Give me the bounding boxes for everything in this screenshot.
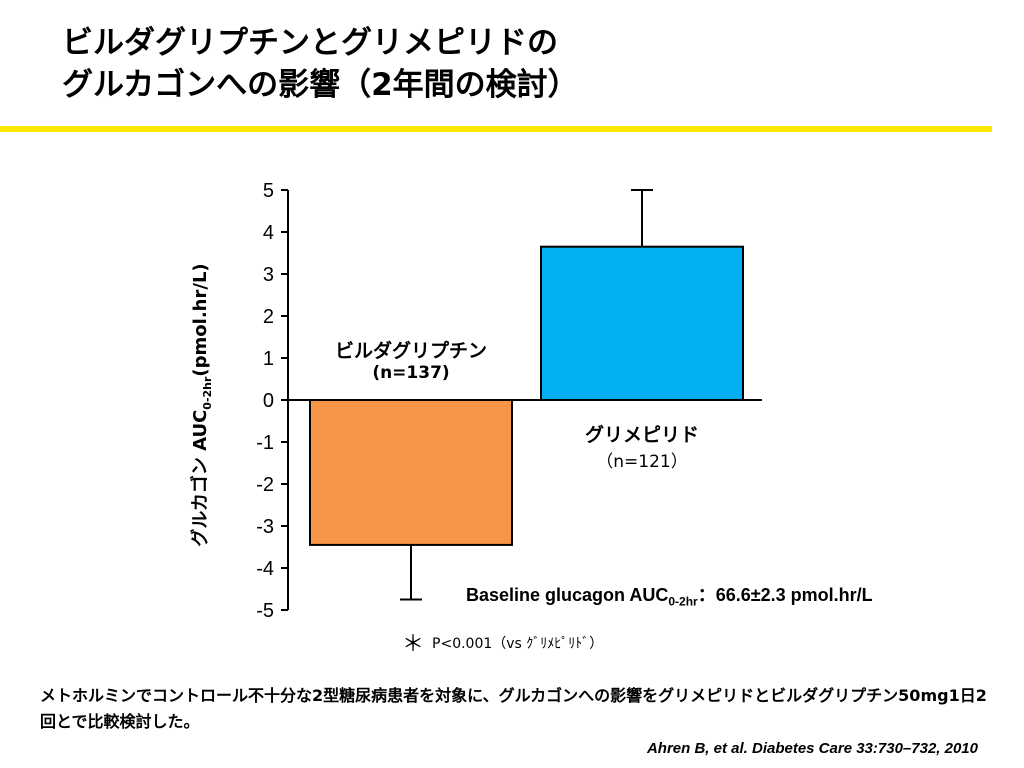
series-n-vildagliptin: (n=137) — [372, 363, 450, 383]
asterisk-icon: ＊ — [402, 632, 425, 657]
y-tick-label: 2 — [263, 306, 274, 328]
slide-title: ビルダグリプチンとグリメピリドの グルカゴンへの影響（2年間の検討） — [62, 22, 579, 106]
title-underline — [0, 126, 992, 132]
citation: Ahren B, et al. Diabetes Care 33:730–732… — [646, 740, 978, 757]
baseline-sub: 0-2hr — [668, 594, 698, 609]
bar-label-glimepiride: グリメピリド （n=121） — [541, 420, 743, 472]
y-tick-label: 0 — [263, 390, 274, 412]
title-line-1: ビルダグリプチンとグリメピリドの — [62, 25, 558, 61]
series-n-glimepiride: （n=121） — [596, 452, 688, 472]
y-tick-label: -4 — [256, 558, 274, 580]
baseline-note: Baseline glucagon AUC0-2hr：66.6±2.3 pmol… — [466, 581, 873, 609]
y-tick-label: 5 — [263, 180, 274, 202]
significance-text: P<0.001（vs ｸﾞﾘﾒﾋﾟﾘﾄﾞ） — [432, 636, 604, 652]
y-axis-label-unit: (pmol.hr/L) — [190, 263, 212, 377]
y-tick-label: 4 — [263, 222, 274, 244]
y-tick-label: -3 — [256, 516, 274, 538]
y-tick-label: 1 — [263, 348, 274, 370]
bar-label-vildagliptin: ビルダグリプチン (n=137) — [310, 336, 512, 383]
y-tick-label: 3 — [263, 264, 274, 286]
title-line-2: グルカゴンへの影響（2年間の検討） — [62, 67, 579, 103]
series-name-glimepiride: グリメピリド — [584, 424, 699, 446]
bar-0 — [309, 399, 513, 546]
y-axis-label-sub: 0-2hr — [200, 376, 214, 410]
bar-1 — [540, 245, 744, 401]
y-tick-label: -5 — [256, 600, 274, 622]
y-axis-label-main: グルカゴン AUC — [190, 409, 212, 547]
baseline-suffix: ：66.6±2.3 pmol.hr/L — [697, 585, 873, 605]
baseline-prefix: Baseline glucagon AUC — [466, 585, 669, 605]
significance-note: ＊ P<0.001（vs ｸﾞﾘﾒﾋﾟﾘﾄﾞ） — [402, 626, 603, 658]
y-tick-label: -1 — [256, 432, 274, 454]
y-tick-label: -2 — [256, 474, 274, 496]
study-description: メトホルミンでコントロール不十分な2型糖尿病患者を対象に、グルカゴンへの影響をグ… — [40, 686, 987, 731]
series-name-vildagliptin: ビルダグリプチン — [334, 340, 487, 362]
